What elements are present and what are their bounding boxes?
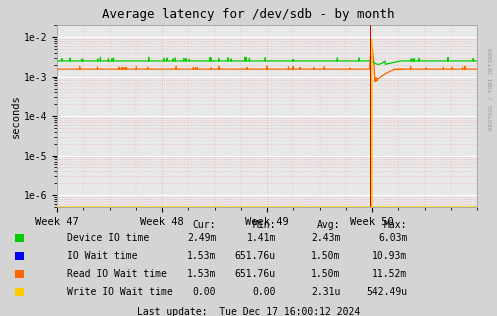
- Text: Device IO time: Device IO time: [67, 233, 149, 243]
- Text: Min:: Min:: [252, 220, 276, 230]
- Text: 1.53m: 1.53m: [187, 251, 216, 261]
- Text: Write IO Wait time: Write IO Wait time: [67, 287, 173, 297]
- Text: 2.43m: 2.43m: [311, 233, 340, 243]
- Text: 10.93m: 10.93m: [372, 251, 408, 261]
- Text: Avg:: Avg:: [317, 220, 340, 230]
- Text: Cur:: Cur:: [193, 220, 216, 230]
- Text: 2.31u: 2.31u: [311, 287, 340, 297]
- Text: 542.49u: 542.49u: [366, 287, 408, 297]
- Text: 0.00: 0.00: [193, 287, 216, 297]
- Text: 6.03m: 6.03m: [378, 233, 408, 243]
- Text: 1.53m: 1.53m: [187, 269, 216, 279]
- Text: 11.52m: 11.52m: [372, 269, 408, 279]
- Text: Average latency for /dev/sdb - by month: Average latency for /dev/sdb - by month: [102, 8, 395, 21]
- Text: 651.76u: 651.76u: [235, 251, 276, 261]
- Text: Last update:  Tue Dec 17 16:00:12 2024: Last update: Tue Dec 17 16:00:12 2024: [137, 307, 360, 316]
- Y-axis label: seconds: seconds: [11, 94, 21, 138]
- Text: 651.76u: 651.76u: [235, 269, 276, 279]
- Text: 2.49m: 2.49m: [187, 233, 216, 243]
- Text: 0.00: 0.00: [252, 287, 276, 297]
- Text: 1.41m: 1.41m: [247, 233, 276, 243]
- Text: IO Wait time: IO Wait time: [67, 251, 138, 261]
- Text: Read IO Wait time: Read IO Wait time: [67, 269, 167, 279]
- Text: 1.50m: 1.50m: [311, 269, 340, 279]
- Text: RRDTOOL / TOBI OETIKER: RRDTOOL / TOBI OETIKER: [489, 47, 494, 130]
- Text: Max:: Max:: [384, 220, 408, 230]
- Text: 1.50m: 1.50m: [311, 251, 340, 261]
